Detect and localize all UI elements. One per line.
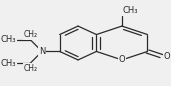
Text: O: O — [119, 55, 125, 64]
Text: CH₃: CH₃ — [123, 6, 138, 15]
Text: O: O — [164, 52, 170, 61]
Text: N: N — [39, 47, 45, 56]
Text: CH₂: CH₂ — [23, 30, 37, 39]
Text: CH₃: CH₃ — [1, 59, 16, 68]
Text: CH₂: CH₂ — [23, 64, 37, 73]
Text: CH₃: CH₃ — [1, 35, 16, 44]
